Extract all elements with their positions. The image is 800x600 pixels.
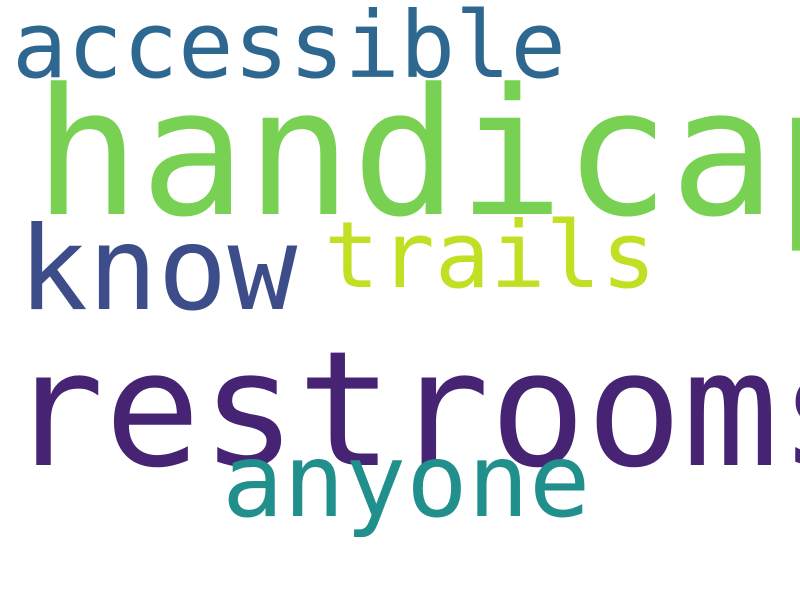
word-handicap: handicap — [34, 51, 800, 256]
word-know: know — [18, 202, 298, 337]
word-trails: trails — [324, 202, 657, 309]
word-accessible: accessible — [12, 0, 566, 99]
word-anyone: anyone — [222, 422, 591, 541]
word-restrooms: restrooms — [8, 316, 800, 503]
